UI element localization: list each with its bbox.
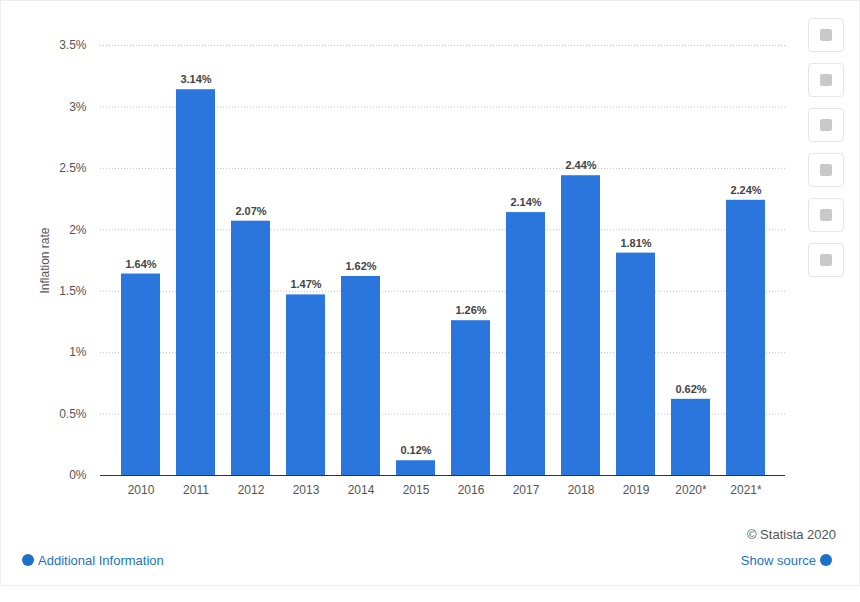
svg-text:0.5%: 0.5% xyxy=(59,407,87,421)
svg-text:2.24%: 2.24% xyxy=(730,184,761,196)
svg-text:0%: 0% xyxy=(69,468,87,482)
svg-text:2.44%: 2.44% xyxy=(565,159,596,171)
svg-text:3.14%: 3.14% xyxy=(180,73,211,85)
svg-text:2021*: 2021* xyxy=(730,483,762,497)
svg-text:2014: 2014 xyxy=(348,483,375,497)
svg-text:2018: 2018 xyxy=(568,483,595,497)
svg-text:2017: 2017 xyxy=(513,483,540,497)
svg-text:2.07%: 2.07% xyxy=(235,205,266,217)
svg-text:2020*: 2020* xyxy=(675,483,707,497)
svg-text:2013: 2013 xyxy=(293,483,320,497)
html-text:Show source: Show source xyxy=(740,553,816,568)
svg-text:2.14%: 2.14% xyxy=(510,196,541,208)
svg-text:1.62%: 1.62% xyxy=(345,260,376,272)
svg-text:3.5%: 3.5% xyxy=(59,38,87,52)
html-text:© Statista 2020: © Statista 2020 xyxy=(746,527,836,542)
svg-text:2015: 2015 xyxy=(403,483,430,497)
svg-text:0.12%: 0.12% xyxy=(400,444,431,456)
svg-text:2012: 2012 xyxy=(238,483,265,497)
svg-text:2011: 2011 xyxy=(183,483,209,497)
svg-text:1%: 1% xyxy=(69,345,87,359)
svg-text:Inflation rate: Inflation rate xyxy=(38,227,52,293)
svg-text:2019: 2019 xyxy=(623,483,650,497)
svg-text:1.26%: 1.26% xyxy=(455,304,486,316)
svg-text:3%: 3% xyxy=(69,100,87,114)
html-text:Additional Information: Additional Information xyxy=(38,553,164,568)
svg-text:0.62%: 0.62% xyxy=(675,383,706,395)
svg-text:1.47%: 1.47% xyxy=(290,278,321,290)
svg-text:2%: 2% xyxy=(69,223,87,237)
svg-text:2010: 2010 xyxy=(128,483,155,497)
svg-text:1.64%: 1.64% xyxy=(125,258,156,270)
svg-text:1.81%: 1.81% xyxy=(620,237,651,249)
svg-text:2.5%: 2.5% xyxy=(59,161,87,175)
svg-text:1.5%: 1.5% xyxy=(59,284,87,298)
svg-text:2016: 2016 xyxy=(458,483,485,497)
